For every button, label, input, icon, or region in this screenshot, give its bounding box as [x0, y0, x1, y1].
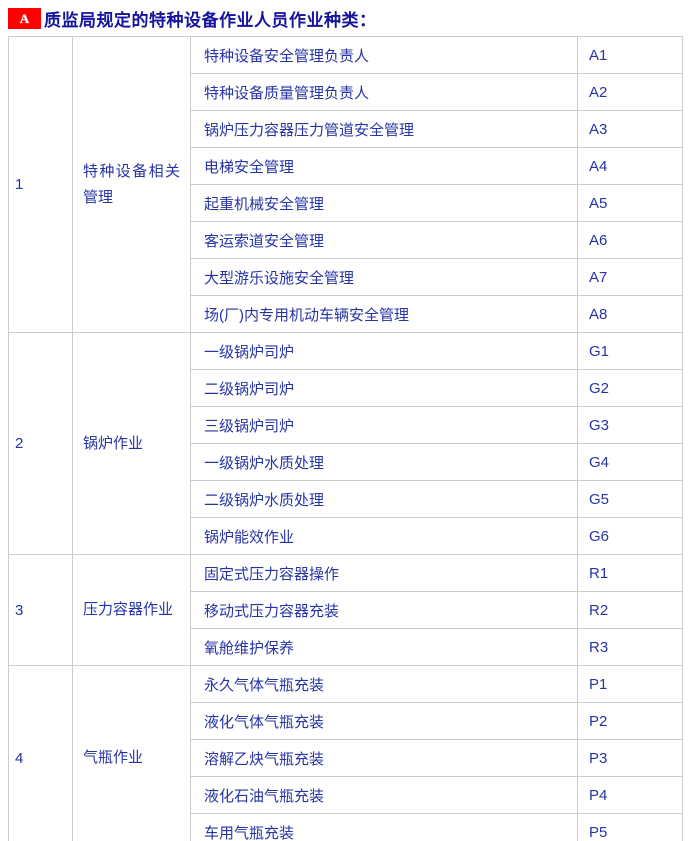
group-number-cell: 2	[8, 332, 73, 555]
item-code-cell: R1	[577, 554, 683, 592]
item-name-cell: 二级锅炉水质处理	[190, 480, 578, 518]
categories-table: 1 特种设备相关管理 特种设备安全管理负责人 A1 特种设备质量管理负责人 A2…	[8, 36, 683, 841]
item-code-cell: P4	[577, 776, 683, 814]
section-badge: A	[8, 8, 41, 29]
table-row: 大型游乐设施安全管理 A7	[9, 258, 683, 296]
table-row: 液化气体气瓶充装 P2	[9, 702, 683, 740]
table-row: 液化石油气瓶充装 P4	[9, 776, 683, 814]
item-name-cell: 锅炉压力容器压力管道安全管理	[190, 110, 578, 148]
item-name-cell: 锅炉能效作业	[190, 517, 578, 555]
table-row: 起重机械安全管理 A5	[9, 184, 683, 222]
group-number-cell: 3	[8, 554, 73, 666]
table-row: 氧舱维护保养 R3	[9, 628, 683, 666]
item-code-cell: G2	[577, 369, 683, 407]
table-row: 锅炉能效作业 G6	[9, 517, 683, 555]
table-row: 特种设备质量管理负责人 A2	[9, 73, 683, 111]
item-name-cell: 固定式压力容器操作	[190, 554, 578, 592]
item-name-cell: 大型游乐设施安全管理	[190, 258, 578, 296]
table-row: 二级锅炉司炉 G2	[9, 369, 683, 407]
section-header: A 质监局规定的特种设备作业人员作业种类：	[8, 7, 682, 30]
table-row: 溶解乙炔气瓶充装 P3	[9, 739, 683, 777]
item-code-cell: P5	[577, 813, 683, 841]
item-code-cell: A7	[577, 258, 683, 296]
table-row: 2 锅炉作业 一级锅炉司炉 G1	[8, 332, 683, 555]
item-code-cell: R3	[577, 628, 683, 666]
item-name-cell: 起重机械安全管理	[190, 184, 578, 222]
item-code-cell: G3	[577, 406, 683, 444]
item-code-cell: A4	[577, 147, 683, 185]
item-name-cell: 液化气体气瓶充装	[190, 702, 578, 740]
table-row: 4 气瓶作业 永久气体气瓶充装 P1	[8, 665, 683, 841]
item-code-cell: P2	[577, 702, 683, 740]
item-name-cell: 氧舱维护保养	[190, 628, 578, 666]
item-code-cell: A1	[577, 36, 683, 74]
group-number-cell: 1	[8, 36, 73, 333]
item-code-cell: G1	[577, 332, 683, 370]
item-name-cell: 溶解乙炔气瓶充装	[190, 739, 578, 777]
table-row: 客运索道安全管理 A6	[9, 221, 683, 259]
item-name-cell: 场(厂)内专用机动车辆安全管理	[190, 295, 578, 333]
group-category-cell: 压力容器作业	[72, 554, 191, 666]
group-category-cell: 锅炉作业	[72, 332, 191, 555]
item-code-cell: A5	[577, 184, 683, 222]
item-name-cell: 永久气体气瓶充装	[190, 665, 578, 703]
item-name-cell: 移动式压力容器充装	[190, 591, 578, 629]
table-row: 电梯安全管理 A4	[9, 147, 683, 185]
group-category-cell: 特种设备相关管理	[72, 36, 191, 333]
table-row: 锅炉压力容器压力管道安全管理 A3	[9, 110, 683, 148]
item-code-cell: G5	[577, 480, 683, 518]
table-row: 场(厂)内专用机动车辆安全管理 A8	[9, 295, 683, 333]
item-code-cell: A6	[577, 221, 683, 259]
item-code-cell: G4	[577, 443, 683, 481]
item-code-cell: A3	[577, 110, 683, 148]
item-name-cell: 三级锅炉司炉	[190, 406, 578, 444]
item-name-cell: 客运索道安全管理	[190, 221, 578, 259]
item-name-cell: 一级锅炉司炉	[190, 332, 578, 370]
item-code-cell: A2	[577, 73, 683, 111]
item-code-cell: G6	[577, 517, 683, 555]
item-name-cell: 二级锅炉司炉	[190, 369, 578, 407]
table-row: 二级锅炉水质处理 G5	[9, 480, 683, 518]
group-number-cell: 4	[8, 665, 73, 841]
item-code-cell: P3	[577, 739, 683, 777]
item-name-cell: 一级锅炉水质处理	[190, 443, 578, 481]
group-category-cell: 气瓶作业	[72, 665, 191, 841]
item-name-cell: 电梯安全管理	[190, 147, 578, 185]
table-row: 车用气瓶充装 P5	[9, 813, 683, 841]
table-row: 1 特种设备相关管理 特种设备安全管理负责人 A1	[8, 36, 683, 333]
item-name-cell: 车用气瓶充装	[190, 813, 578, 841]
page-title: 质监局规定的特种设备作业人员作业种类：	[44, 11, 377, 30]
table-row: 3 压力容器作业 固定式压力容器操作 R1	[8, 554, 683, 666]
item-code-cell: P1	[577, 665, 683, 703]
item-name-cell: 特种设备安全管理负责人	[190, 36, 578, 74]
table-row: 三级锅炉司炉 G3	[9, 406, 683, 444]
item-code-cell: A8	[577, 295, 683, 333]
table-row: 移动式压力容器充装 R2	[9, 591, 683, 629]
item-code-cell: R2	[577, 591, 683, 629]
item-name-cell: 液化石油气瓶充装	[190, 776, 578, 814]
item-name-cell: 特种设备质量管理负责人	[190, 73, 578, 111]
